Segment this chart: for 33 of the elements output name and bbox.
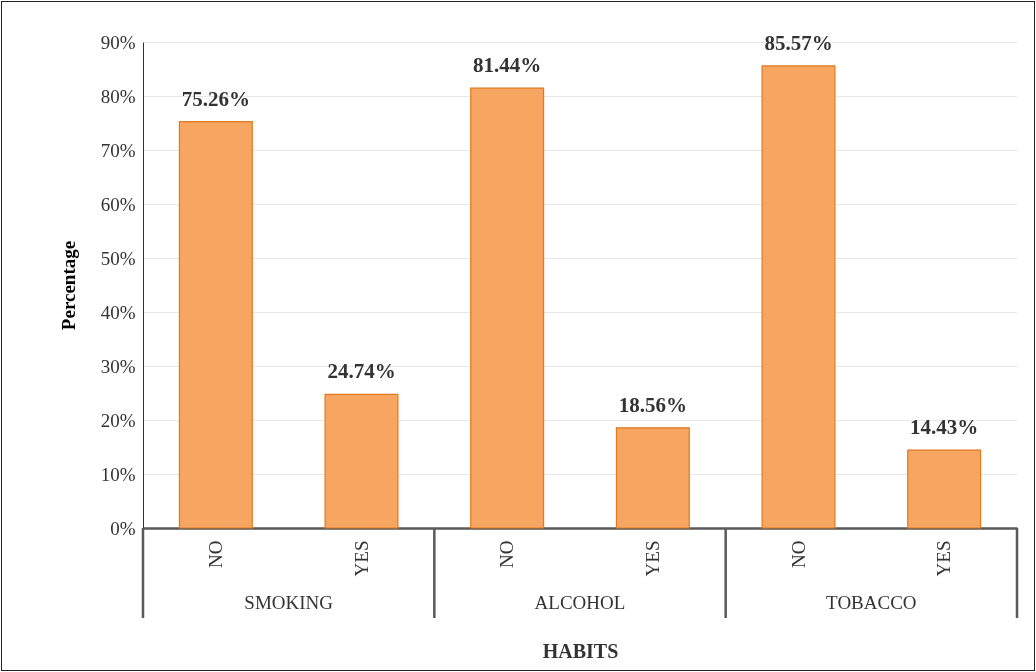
y-tick-label: 60% bbox=[100, 193, 136, 215]
x-tick-label: NO bbox=[204, 540, 226, 568]
text: ALCOHOL bbox=[534, 592, 626, 613]
bar bbox=[615, 427, 690, 529]
data-label: 81.44% bbox=[473, 53, 542, 78]
y-axis-title: Percentage bbox=[57, 240, 79, 331]
x-tick-label: YES bbox=[641, 540, 663, 577]
x-tick-label: YES bbox=[933, 540, 955, 577]
y-tick-label: 20% bbox=[100, 409, 136, 431]
bar bbox=[470, 87, 545, 529]
x-axis-title: HABITS bbox=[542, 640, 619, 663]
y-tick-label: 90% bbox=[100, 31, 136, 53]
data-label: 85.57% bbox=[764, 30, 833, 55]
y-tick-label: 70% bbox=[100, 139, 136, 161]
data-label: 24.74% bbox=[327, 359, 396, 384]
x-tick-label: YES bbox=[350, 540, 372, 577]
x-tick-label: NO bbox=[496, 540, 518, 568]
y-tick-label: 0% bbox=[110, 517, 136, 539]
y-tick-label: 30% bbox=[100, 355, 136, 377]
bar bbox=[761, 65, 836, 529]
data-label: 75.26% bbox=[181, 86, 250, 111]
y-tick-label: 10% bbox=[100, 463, 136, 485]
data-label: 14.43% bbox=[910, 415, 979, 440]
y-tick-label: 50% bbox=[100, 247, 136, 269]
bar bbox=[907, 449, 982, 529]
text: SMOKING bbox=[244, 592, 334, 613]
y-tick-label: 80% bbox=[100, 85, 136, 107]
data-label: 18.56% bbox=[618, 392, 687, 417]
text: TOBACCO bbox=[826, 592, 917, 613]
bar bbox=[178, 121, 253, 529]
x-tick-label: NO bbox=[787, 540, 809, 568]
bar bbox=[324, 393, 399, 529]
y-tick-label: 40% bbox=[100, 301, 136, 323]
